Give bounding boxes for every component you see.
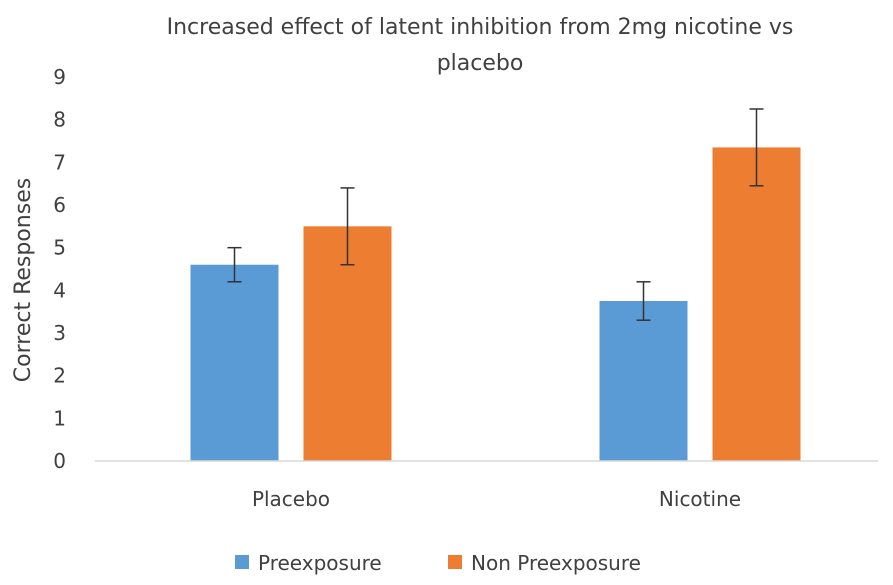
legend: Preexposure Non Preexposure bbox=[235, 551, 641, 575]
legend-swatch-non-preexposure bbox=[448, 555, 462, 569]
y-tick-label: 7 bbox=[53, 150, 66, 174]
error-bar bbox=[340, 187, 355, 266]
y-tick-label: 2 bbox=[53, 364, 66, 388]
error-bar bbox=[227, 246, 242, 283]
category-label-placebo: Placebo bbox=[252, 487, 330, 511]
y-tick-label: 4 bbox=[53, 278, 66, 302]
legend-label-preexposure: Preexposure bbox=[258, 551, 382, 575]
y-axis-label: Correct Responses bbox=[11, 178, 36, 382]
legend-label-non-preexposure: Non Preexposure bbox=[471, 551, 641, 575]
error-bar bbox=[636, 281, 651, 321]
category-label-nicotine: Nicotine bbox=[659, 487, 741, 511]
chart-title-line-2: placebo bbox=[437, 51, 524, 76]
y-tick-label: 1 bbox=[53, 406, 66, 430]
error-bar bbox=[749, 108, 764, 187]
y-axis-ticks: 0 1 2 3 4 5 6 7 8 9 bbox=[53, 65, 66, 473]
bar-preexposure-nicotine bbox=[599, 301, 688, 461]
legend-swatch-preexposure bbox=[235, 555, 249, 569]
bars-group bbox=[190, 147, 801, 461]
bar-preexposure-placebo bbox=[190, 264, 279, 461]
bar-non-preexposure-nicotine bbox=[712, 147, 801, 461]
chart-title-line-1: Increased effect of latent inhibition fr… bbox=[167, 15, 794, 40]
y-tick-label: 0 bbox=[53, 449, 66, 473]
y-tick-label: 6 bbox=[53, 193, 66, 217]
y-tick-label: 3 bbox=[53, 321, 66, 345]
y-tick-label: 8 bbox=[53, 108, 66, 132]
y-tick-label: 5 bbox=[53, 236, 66, 260]
y-tick-label: 9 bbox=[53, 65, 66, 89]
error-bars-group bbox=[227, 108, 764, 321]
